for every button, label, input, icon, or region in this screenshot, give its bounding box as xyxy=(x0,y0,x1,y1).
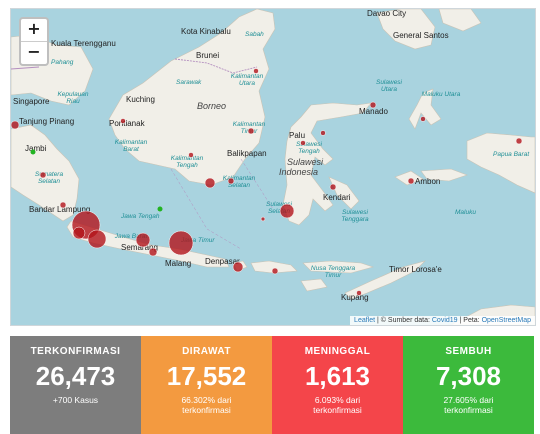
marker-maluku[interactable] xyxy=(407,177,415,185)
marker-sulawesi-utara[interactable] xyxy=(369,101,377,109)
label-maluku: Maluku xyxy=(455,209,476,216)
marker-sulawesi-tengah[interactable] xyxy=(300,140,306,146)
card-sub: 6.093% dari terkonfirmasi xyxy=(313,395,362,415)
card-sub: 27.605% dari terkonfirmasi xyxy=(443,395,494,415)
card-confirmed: TERKONFIRMASI 26,473 +700 Kasus xyxy=(10,336,141,434)
label-timor-leste: Timor Lorosa'e xyxy=(389,265,442,274)
marker-green-kalteng[interactable] xyxy=(157,206,163,212)
card-value: 1,613 xyxy=(304,361,371,391)
label-kepulauan-riau: Kepulauan Riau xyxy=(57,91,89,105)
marker-banten[interactable] xyxy=(72,226,86,240)
label-kupang: Kupang xyxy=(341,293,369,302)
label-ambon: Ambon xyxy=(415,177,441,186)
label-malang: Malang xyxy=(165,259,192,268)
marker-ntb[interactable] xyxy=(271,267,279,275)
marker-jawa-barat[interactable] xyxy=(87,229,107,249)
zoom-control: + − xyxy=(19,17,49,66)
marker-sulawesi-tenggara[interactable] xyxy=(329,183,337,191)
label-balikpapan: Balikpapan xyxy=(227,149,267,158)
label-semarang: Semarang xyxy=(121,243,158,252)
marker-sumatera-selatan[interactable] xyxy=(39,171,47,179)
label-general-santos: General Santos xyxy=(393,31,449,40)
label-sulawesi-selatan: Sulawesi Selatan xyxy=(265,201,292,215)
label-kalimantan-utara: Kalimantan Utara xyxy=(230,73,264,87)
zoom-in-button[interactable]: + xyxy=(27,19,41,38)
label-jambi: Jambi xyxy=(25,144,47,153)
covid-map[interactable]: + − Kota Kinabalu Sabah Brunei Kuala Ter… xyxy=(10,8,536,326)
card-treated: DIRAWAT 17,552 66.302% dari terkonfirmas… xyxy=(141,336,272,434)
label-sulawesi: Sulawesi xyxy=(287,157,324,167)
label-pahang: Pahang xyxy=(51,59,74,66)
label-sulawesi-utara: Sulawesi Utara xyxy=(375,79,402,93)
marker-kalimantan-timur[interactable] xyxy=(247,127,255,135)
marker-papua-barat[interactable] xyxy=(515,137,523,145)
marker-yogyakarta[interactable] xyxy=(148,247,158,257)
label-indonesia: Indonesia xyxy=(279,167,319,177)
marker-sulbar[interactable] xyxy=(260,216,266,222)
label-manado: Manado xyxy=(359,107,388,116)
label-bandar-lampung: Bandar Lampung xyxy=(29,205,91,214)
card-title: TERKONFIRMASI xyxy=(30,346,121,357)
label-kota-kinabalu: Kota Kinabalu xyxy=(181,27,231,36)
marker-kalimantan-barat[interactable] xyxy=(120,118,126,124)
marker-kalimantan-selatan[interactable] xyxy=(204,177,216,189)
label-palu: Palu xyxy=(289,131,306,140)
card-title: SEMBUH xyxy=(445,346,492,357)
marker-kalsel-2[interactable] xyxy=(227,177,235,185)
case-markers xyxy=(11,68,523,296)
card-value: 7,308 xyxy=(435,361,502,391)
label-jawa-tengah: Jawa Tengah xyxy=(121,213,160,220)
label-pontianak: Pontianak xyxy=(109,119,145,128)
marker-kalimantan-utara[interactable] xyxy=(253,68,259,74)
label-sumatera-selatan: Sumatera Selatan xyxy=(34,171,64,185)
zoom-out-button[interactable]: − xyxy=(21,41,47,64)
marker-riau[interactable] xyxy=(11,120,20,130)
label-borneo: Borneo xyxy=(197,101,227,111)
label-maluku-utara: Maluku Utara xyxy=(421,91,461,98)
label-kalimantan-selatan: Kalimantan Selatan xyxy=(222,175,256,189)
card-value: 26,473 xyxy=(35,361,116,391)
label-jawa-barat: Jawa Barat xyxy=(114,233,148,240)
marker-maluku-utara[interactable] xyxy=(420,116,426,122)
card-title: DIRAWAT xyxy=(182,346,231,357)
marker-sulawesi-selatan[interactable] xyxy=(279,203,295,219)
marker-ntt[interactable] xyxy=(356,290,362,296)
label-kalimantan-barat: Kalimantan Barat xyxy=(114,139,148,153)
label-sulawesi-tengah: Sulawesi Tengah xyxy=(295,141,322,155)
card-died: MENINGGAL 1,613 6.093% dari terkonfirmas… xyxy=(272,336,403,434)
marker-jawa-tengah[interactable] xyxy=(135,232,151,248)
card-title: MENINGGAL xyxy=(304,346,371,357)
label-denpasar: Denpasar xyxy=(205,257,240,266)
label-sabah: Sabah xyxy=(245,31,264,38)
covid19-link[interactable]: Covid19 xyxy=(431,317,458,324)
label-nusa-tenggara-timur: Nusa Tenggara Timur xyxy=(310,265,356,279)
stats-cards: TERKONFIRMASI 26,473 +700 Kasus DIRAWAT … xyxy=(10,336,534,434)
marker-kalimantan-tengah[interactable] xyxy=(188,152,194,158)
label-kendari: Kendari xyxy=(323,193,351,202)
label-kuching: Kuching xyxy=(126,95,155,104)
label-kalimantan-tengah: Kalimantan Tengah xyxy=(170,155,204,169)
osm-link[interactable]: OpenStreetMap xyxy=(481,317,531,324)
label-brunei: Brunei xyxy=(196,51,220,60)
leaflet-link[interactable]: Leaflet xyxy=(354,317,376,324)
label-papua-barat: Papua Barat xyxy=(493,151,530,158)
card-value: 17,552 xyxy=(166,361,247,391)
label-kuala-terengganu: Kuala Terengganu xyxy=(51,39,116,48)
marker-jawa-timur[interactable] xyxy=(168,230,194,256)
card-sub: 66.302% dari terkonfirmasi xyxy=(181,395,232,415)
marker-lampung[interactable] xyxy=(59,201,67,209)
marker-gorontalo[interactable] xyxy=(320,130,326,136)
label-jawa-timur: Jawa Timur xyxy=(181,237,215,244)
marker-bali[interactable] xyxy=(232,261,244,273)
map-attribution: Leaflet | © Sumber data: Covid19 | Peta:… xyxy=(350,316,535,325)
card-recovered: SEMBUH 7,308 27.605% dari terkonfirmasi xyxy=(403,336,534,434)
label-tanjung-pinang: Tanjung Pinang xyxy=(19,117,75,126)
label-sulawesi-tenggara: Sulawesi Tenggara xyxy=(341,209,369,223)
marker-green-jambi[interactable] xyxy=(30,149,36,155)
label-sarawak: Sarawak xyxy=(176,79,202,86)
label-singapore: Singapore xyxy=(13,97,50,106)
card-sub: +700 Kasus xyxy=(52,395,99,405)
label-davao-city: Davao City xyxy=(367,9,407,18)
